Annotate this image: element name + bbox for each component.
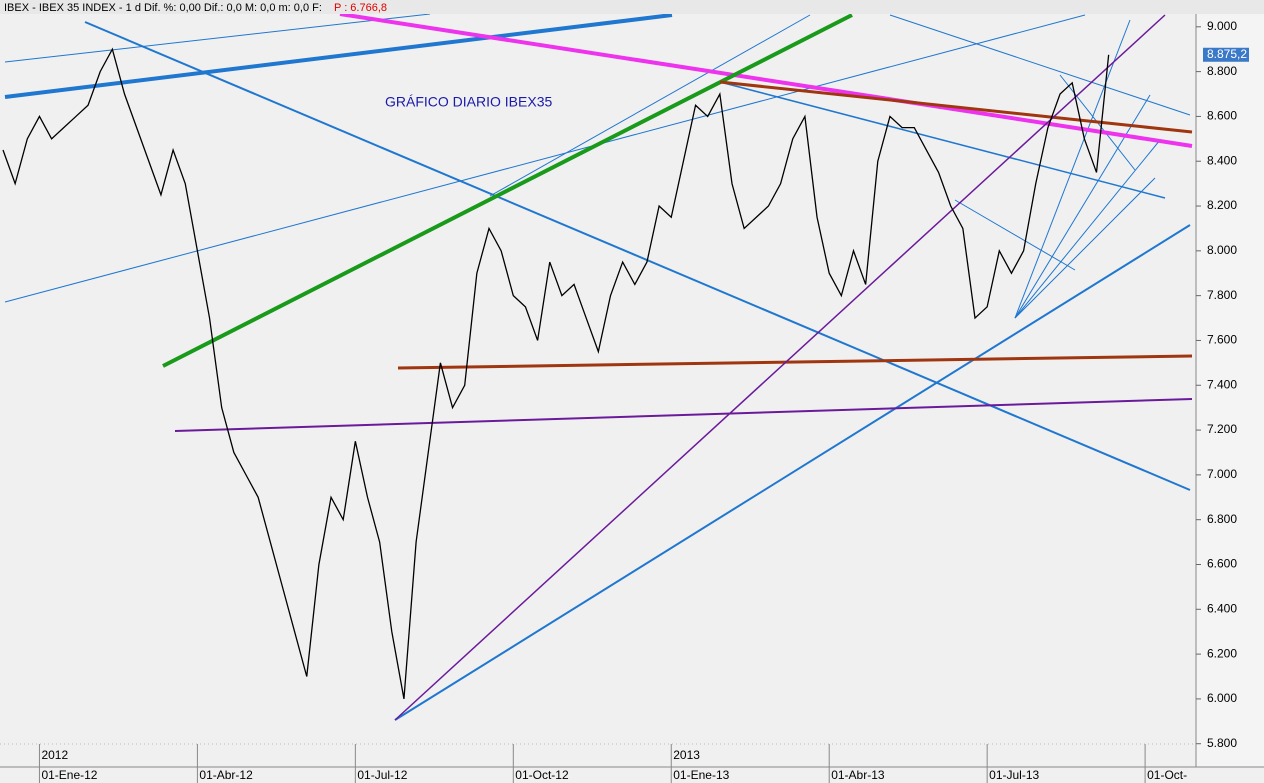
y-tick-label: 7.600 <box>1207 333 1237 347</box>
trendline <box>489 14 811 197</box>
y-tick-label: 8.600 <box>1207 109 1237 123</box>
year-label: 2012 <box>41 748 68 762</box>
trendline <box>1014 19 1131 319</box>
x-tick-label: 01-Abr-12 <box>199 768 253 782</box>
last-price-box <box>1203 47 1249 62</box>
trendline <box>889 14 1191 116</box>
year-label: 2013 <box>673 748 700 762</box>
trendline <box>1014 94 1151 319</box>
y-tick-label: 8.000 <box>1207 243 1237 257</box>
trendline <box>954 199 1076 271</box>
y-tick-label: 6.800 <box>1207 512 1237 526</box>
trendline <box>4 13 431 63</box>
trendline <box>4 14 1086 303</box>
y-tick-label: 6.600 <box>1207 557 1237 571</box>
y-tick-label: 8.400 <box>1207 153 1237 167</box>
header-bar <box>0 0 1264 14</box>
header-price: P : 6.766,8 <box>334 2 387 14</box>
trendline <box>339 12 1193 148</box>
trendline <box>1014 139 1161 319</box>
x-tick-label: 01-Abr-13 <box>831 768 885 782</box>
y-tick-label: 5.800 <box>1207 736 1237 750</box>
trendline <box>394 224 1191 721</box>
header: IBEX - IBEX 35 INDEX - 1 d Dif. %: 0,00 … <box>4 2 322 14</box>
price-line <box>2 47 1110 700</box>
trendline <box>397 354 1193 370</box>
y-tick-label: 7.200 <box>1207 422 1237 436</box>
x-tick-label: 01-Oct- <box>1147 768 1187 782</box>
y-tick-label: 9.000 <box>1207 19 1237 33</box>
trendline <box>162 13 853 368</box>
trendline <box>4 13 673 99</box>
trendline <box>174 398 1193 432</box>
y-axis-area <box>1196 14 1264 767</box>
y-tick-label: 6.000 <box>1207 691 1237 705</box>
y-tick-label: 6.200 <box>1207 646 1237 660</box>
trendline <box>719 80 1193 134</box>
x-tick-label: 01-Oct-12 <box>515 768 569 782</box>
trendlines <box>4 12 1193 721</box>
y-tick-label: 7.400 <box>1207 377 1237 391</box>
y-tick-label: 7.000 <box>1207 467 1237 481</box>
y-tick-label: 7.800 <box>1207 288 1237 302</box>
last-price-label: 8.875,2 <box>1207 47 1247 61</box>
y-tick-label: 6.400 <box>1207 601 1237 615</box>
trendline <box>719 81 1166 199</box>
trendline <box>394 14 1166 721</box>
y-tick-label: 8.200 <box>1207 198 1237 212</box>
y-tick-label: 8.800 <box>1207 64 1237 78</box>
trendline <box>1014 177 1156 319</box>
x-tick-label: 01-Jul-13 <box>989 768 1039 782</box>
x-tick-label: 01-Jul-12 <box>357 768 407 782</box>
x-tick-label: 01-Ene-12 <box>41 768 97 782</box>
trendline <box>84 21 1191 491</box>
annotation: GRÁFICO DIARIO IBEX35 <box>385 94 552 110</box>
x-tick-label: 01-Ene-13 <box>673 768 729 782</box>
